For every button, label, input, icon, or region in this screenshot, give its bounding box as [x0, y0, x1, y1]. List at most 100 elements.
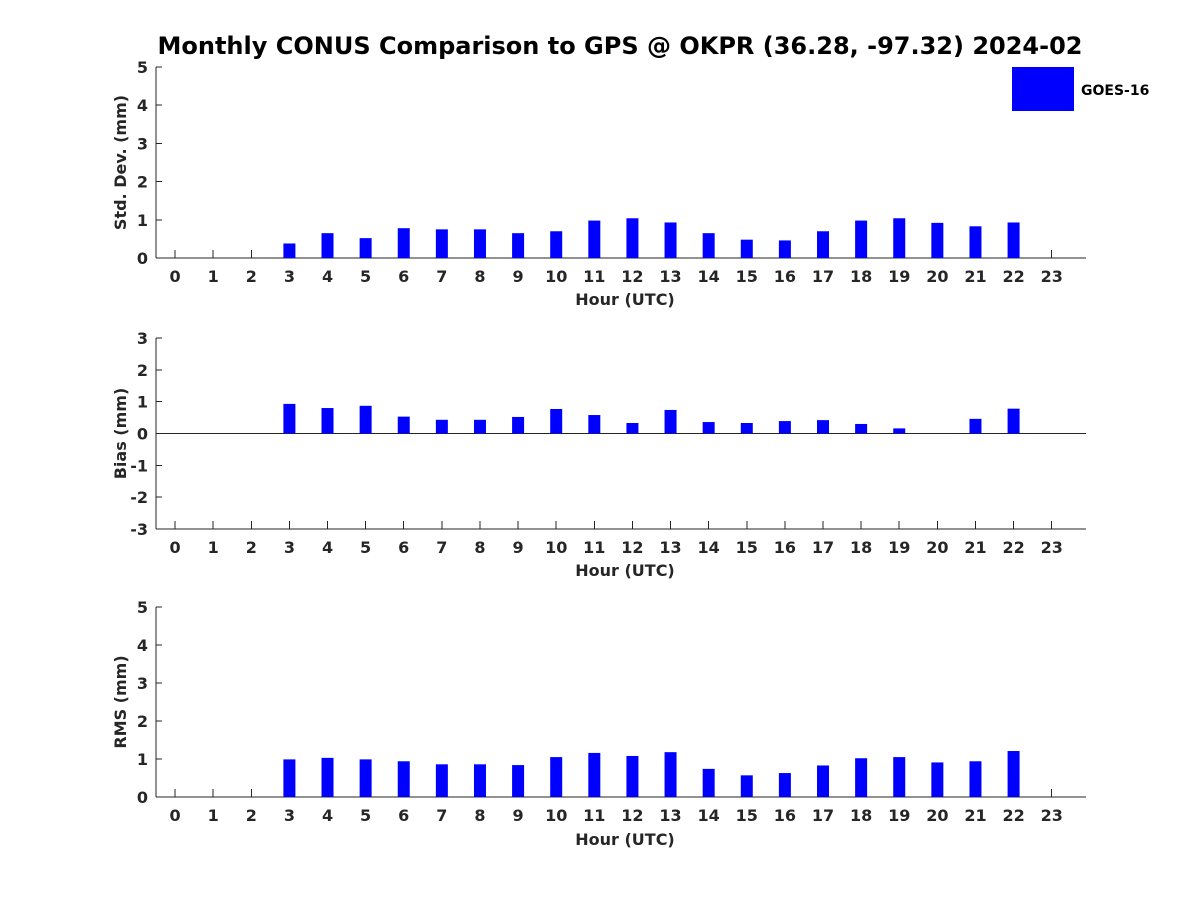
y-tick-label: -2: [130, 488, 148, 507]
x-tick-label: 10: [545, 538, 567, 557]
bar-rms-hour-14: [702, 768, 715, 797]
x-tick-label: 23: [1041, 267, 1063, 286]
x-tick-label: 23: [1041, 806, 1063, 825]
x-tick-label: 8: [474, 267, 485, 286]
y-tick-label: 5: [137, 598, 148, 617]
bar-rms-hour-9: [512, 765, 525, 797]
x-tick-label: 22: [1002, 806, 1024, 825]
bar-rms-hour-16: [778, 773, 791, 797]
y-axis-label: RMS (mm): [111, 655, 130, 748]
bar-std-hour-9: [512, 233, 525, 258]
y-tick-label: 0: [137, 788, 148, 807]
bar-std-hour-15: [740, 239, 753, 258]
bar-bias-hour-3: [283, 403, 296, 434]
y-tick-label: 0: [137, 425, 148, 444]
bar-rms-hour-6: [397, 761, 410, 797]
x-tick-label: 6: [398, 806, 409, 825]
x-tick-label: 11: [583, 538, 605, 557]
bar-bias-hour-15: [740, 422, 753, 434]
x-tick-label: 16: [774, 538, 796, 557]
bar-rms-hour-3: [283, 759, 296, 797]
x-tick-label: 0: [169, 267, 180, 286]
x-axis-label: Hour (UTC): [575, 561, 675, 580]
bar-bias-hour-21: [969, 418, 982, 434]
x-tick-label: 7: [436, 806, 447, 825]
x-axis-label: Hour (UTC): [575, 830, 675, 849]
bar-std-hour-10: [550, 231, 563, 258]
bar-rms-hour-10: [550, 757, 563, 797]
x-tick-label: 12: [621, 538, 643, 557]
bar-rms-hour-4: [321, 757, 334, 797]
y-tick-label: -3: [130, 520, 148, 539]
x-tick-label: 5: [360, 267, 371, 286]
x-tick-label: 9: [513, 267, 524, 286]
x-tick-label: 18: [850, 538, 872, 557]
x-tick-label: 6: [398, 538, 409, 557]
x-axis-label: Hour (UTC): [575, 290, 675, 309]
x-tick-label: 20: [926, 538, 948, 557]
y-tick-label: 2: [137, 712, 148, 731]
x-tick-label: 2: [246, 538, 257, 557]
y-tick-label: 2: [137, 361, 148, 380]
x-tick-label: 17: [812, 538, 834, 557]
x-tick-label: 15: [736, 538, 758, 557]
bar-std-hour-19: [893, 218, 906, 258]
bar-std-hour-7: [435, 229, 448, 258]
bar-bias-hour-7: [435, 419, 448, 434]
y-tick-label: 3: [137, 674, 148, 693]
bar-rms-hour-20: [931, 762, 944, 797]
x-tick-label: 2: [246, 267, 257, 286]
bar-std-hour-11: [588, 220, 601, 258]
x-tick-label: 22: [1002, 267, 1024, 286]
y-axis-label: Bias (mm): [111, 388, 130, 480]
bar-bias-hour-10: [550, 408, 563, 434]
bar-bias-hour-12: [626, 422, 639, 434]
x-tick-label: 20: [926, 267, 948, 286]
bar-std-hour-12: [626, 218, 639, 258]
bar-bias-hour-8: [473, 419, 486, 434]
bar-bias-hour-6: [397, 416, 410, 434]
bar-bias-hour-22: [1007, 408, 1020, 434]
bar-rms-hour-21: [969, 761, 982, 797]
bar-bias-hour-14: [702, 422, 715, 434]
x-tick-label: 18: [850, 267, 872, 286]
x-tick-label: 1: [208, 538, 219, 557]
bar-bias-hour-17: [817, 420, 830, 434]
y-tick-label: 4: [137, 96, 148, 115]
x-tick-label: 16: [774, 267, 796, 286]
bar-std-hour-14: [702, 233, 715, 258]
chart-title: Monthly CONUS Comparison to GPS @ OKPR (…: [158, 32, 1083, 60]
x-tick-label: 20: [926, 806, 948, 825]
y-tick-label: 2: [137, 173, 148, 192]
x-tick-label: 1: [208, 806, 219, 825]
bar-bias-hour-4: [321, 408, 334, 434]
x-tick-label: 23: [1041, 538, 1063, 557]
x-tick-label: 21: [964, 538, 986, 557]
bar-std-hour-21: [969, 226, 982, 258]
bar-bias-hour-13: [664, 409, 677, 434]
x-tick-label: 2: [246, 806, 257, 825]
x-tick-label: 3: [284, 538, 295, 557]
x-tick-label: 13: [659, 538, 681, 557]
x-tick-label: 15: [736, 267, 758, 286]
bar-std-hour-18: [855, 220, 868, 258]
x-tick-label: 17: [812, 267, 834, 286]
x-tick-label: 15: [736, 806, 758, 825]
x-tick-label: 5: [360, 806, 371, 825]
bar-std-hour-3: [283, 243, 296, 258]
x-tick-label: 12: [621, 806, 643, 825]
x-tick-label: 0: [169, 806, 180, 825]
bar-bias-hour-9: [512, 416, 525, 434]
bar-rms-hour-13: [664, 752, 677, 797]
y-tick-label: 4: [137, 636, 148, 655]
bar-rms-hour-8: [473, 764, 486, 797]
x-tick-label: 0: [169, 538, 180, 557]
x-tick-label: 7: [436, 538, 447, 557]
x-tick-label: 10: [545, 806, 567, 825]
x-tick-label: 1: [208, 267, 219, 286]
x-tick-label: 17: [812, 806, 834, 825]
bar-bias-hour-18: [855, 423, 868, 434]
x-tick-label: 11: [583, 806, 605, 825]
